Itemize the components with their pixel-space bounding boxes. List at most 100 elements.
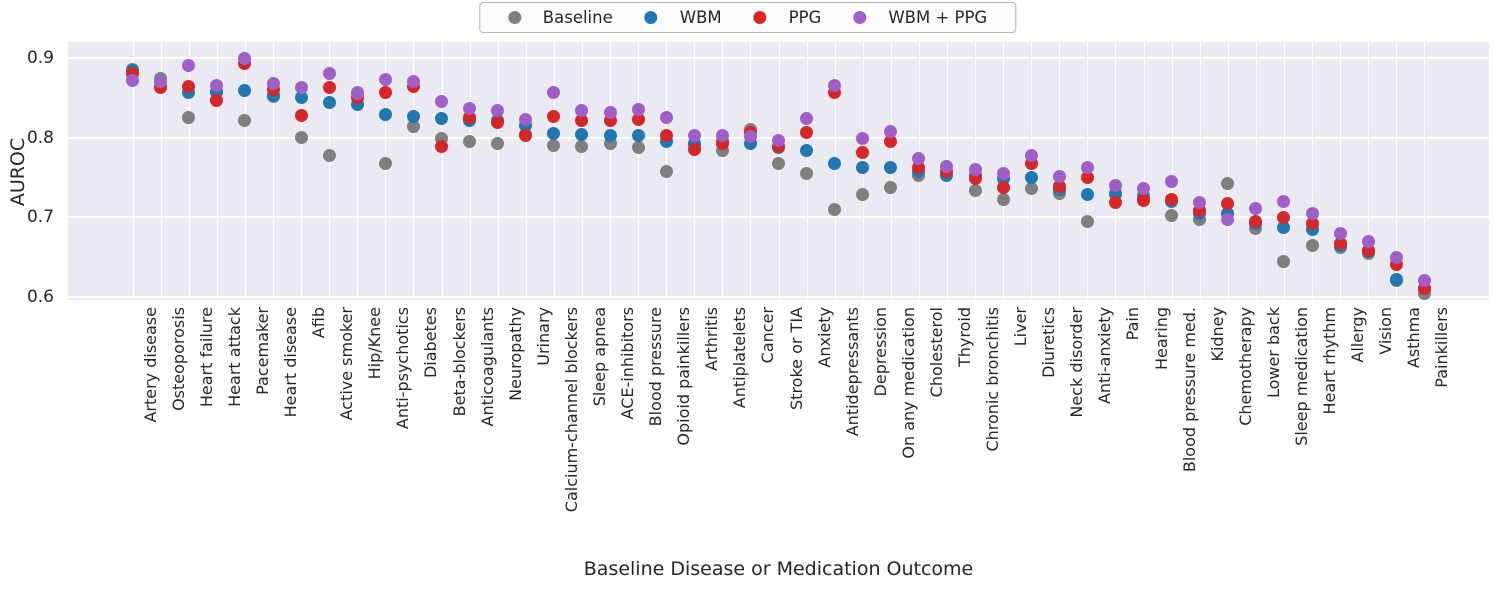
y-tick-label: 0.8 [26, 127, 54, 148]
data-point [1108, 195, 1122, 209]
x-tick-label: Urinary [533, 307, 553, 366]
data-point [322, 96, 336, 110]
x-tick-label: Beta-blockers [449, 307, 469, 417]
data-point [322, 148, 336, 162]
gridline-vertical [469, 42, 471, 300]
gridline-vertical [581, 42, 583, 300]
data-point [294, 108, 308, 122]
data-point [182, 59, 196, 73]
gridline-vertical [1340, 42, 1342, 300]
data-point [378, 72, 392, 86]
gridline-vertical [357, 42, 359, 300]
legend-marker-icon [507, 11, 521, 24]
data-point [1024, 149, 1038, 163]
data-point [631, 112, 645, 126]
gridline-vertical [1143, 42, 1145, 300]
x-tick-label: ACE-inhibitors [618, 307, 637, 420]
data-point [1389, 272, 1403, 286]
legend-marker-icon [644, 11, 658, 24]
gridline-vertical [750, 42, 752, 300]
x-tick-label: Artery disease [140, 307, 160, 423]
data-point [1165, 209, 1179, 223]
data-point [463, 101, 477, 115]
x-tick-label: Thyroid [954, 307, 974, 367]
data-point [772, 156, 785, 170]
data-point [828, 156, 842, 170]
data-point [1080, 161, 1094, 175]
data-point [912, 151, 926, 165]
data-point [1080, 170, 1094, 184]
x-tick-label: Sleep apnea [589, 307, 609, 407]
data-point [210, 93, 224, 107]
data-point [378, 85, 392, 99]
data-point [687, 129, 701, 143]
x-tick-label: Allergy [1348, 307, 1368, 363]
data-point [1249, 214, 1263, 228]
gridline-vertical [132, 42, 134, 300]
x-tick-label: Heart disease [281, 307, 300, 418]
x-tick-label: Cancer [758, 307, 778, 364]
legend-item-ppg: PPG [738, 6, 838, 29]
gridline-vertical [441, 42, 443, 300]
data-point [294, 80, 308, 94]
x-tick-label: Liver [1011, 307, 1031, 347]
data-point [659, 165, 673, 179]
legend-label: PPG [788, 8, 822, 27]
data-point [182, 80, 196, 94]
data-point [575, 103, 589, 117]
data-point [1249, 201, 1263, 215]
data-point [884, 135, 898, 149]
data-point [884, 160, 898, 174]
data-point [1221, 213, 1235, 227]
x-axis-title: Baseline Disease or Medication Outcome [583, 558, 974, 580]
data-point [940, 159, 954, 173]
x-tick-label: Antiplatelets [730, 307, 750, 409]
data-point [238, 52, 252, 66]
data-point [659, 128, 673, 142]
data-point [968, 183, 982, 197]
gridline-vertical [497, 42, 499, 300]
data-point [1417, 273, 1431, 287]
data-point [547, 127, 561, 141]
data-point [519, 128, 533, 142]
data-point [406, 110, 420, 124]
data-point [856, 160, 870, 174]
x-tick-label: On any medication [898, 307, 918, 459]
x-tick-label: Heart attack [224, 307, 244, 407]
data-point [743, 130, 757, 144]
gridline-vertical [1312, 42, 1314, 300]
data-point [1024, 170, 1038, 184]
data-point [322, 66, 336, 80]
data-point [126, 73, 140, 87]
gridline-vertical [834, 42, 836, 300]
data-point [1052, 180, 1066, 194]
x-tick-label: Heart rhythm [1320, 307, 1340, 415]
data-point [800, 143, 814, 157]
data-point [1277, 255, 1291, 269]
data-point [1277, 221, 1291, 235]
data-point [631, 129, 645, 143]
data-point [1165, 193, 1179, 207]
data-point [1108, 178, 1122, 192]
gridline-vertical [638, 42, 640, 300]
data-point [1277, 194, 1291, 208]
data-point [378, 107, 392, 121]
x-tick-label: Pacemaker [252, 307, 272, 395]
data-point [856, 131, 870, 145]
gridline-vertical [778, 42, 780, 300]
gridline-vertical [525, 42, 527, 300]
x-tick-label: Opioid painkillers [674, 307, 694, 446]
gridline-vertical [301, 42, 303, 300]
x-tick-label: Hearing [1151, 307, 1171, 370]
x-tick-label: Hip/Knee [365, 307, 385, 380]
data-point [715, 129, 729, 143]
data-point [322, 80, 336, 94]
gridline-vertical [1424, 42, 1426, 300]
x-tick-label: Antidepressants [842, 307, 862, 437]
data-point [828, 202, 842, 216]
data-point [996, 181, 1010, 195]
data-point [772, 134, 785, 148]
gridline-vertical [1199, 42, 1201, 300]
data-point [800, 166, 814, 180]
x-tick-label: Afib [309, 307, 329, 339]
